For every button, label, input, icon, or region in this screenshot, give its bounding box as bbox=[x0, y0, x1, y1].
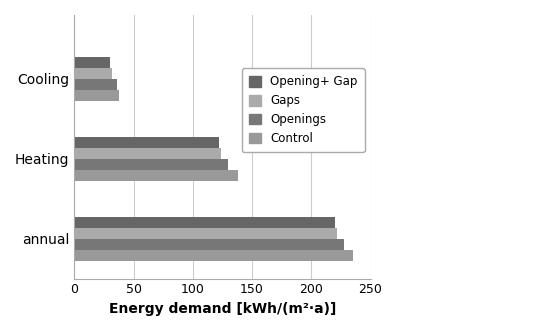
Bar bbox=[75, 250, 353, 260]
Bar bbox=[75, 79, 117, 90]
Bar bbox=[75, 159, 229, 170]
Bar bbox=[75, 239, 344, 250]
Bar bbox=[75, 90, 119, 101]
Bar bbox=[75, 68, 112, 79]
Bar bbox=[75, 137, 219, 148]
Bar bbox=[75, 57, 110, 68]
Bar bbox=[75, 228, 337, 239]
Legend: Opening+ Gap, Gaps, Openings, Control: Opening+ Gap, Gaps, Openings, Control bbox=[242, 68, 365, 152]
X-axis label: Energy demand [kWh/(m²·a)]: Energy demand [kWh/(m²·a)] bbox=[109, 302, 336, 316]
Bar bbox=[75, 148, 221, 159]
Bar bbox=[75, 170, 238, 181]
Bar bbox=[75, 217, 335, 227]
